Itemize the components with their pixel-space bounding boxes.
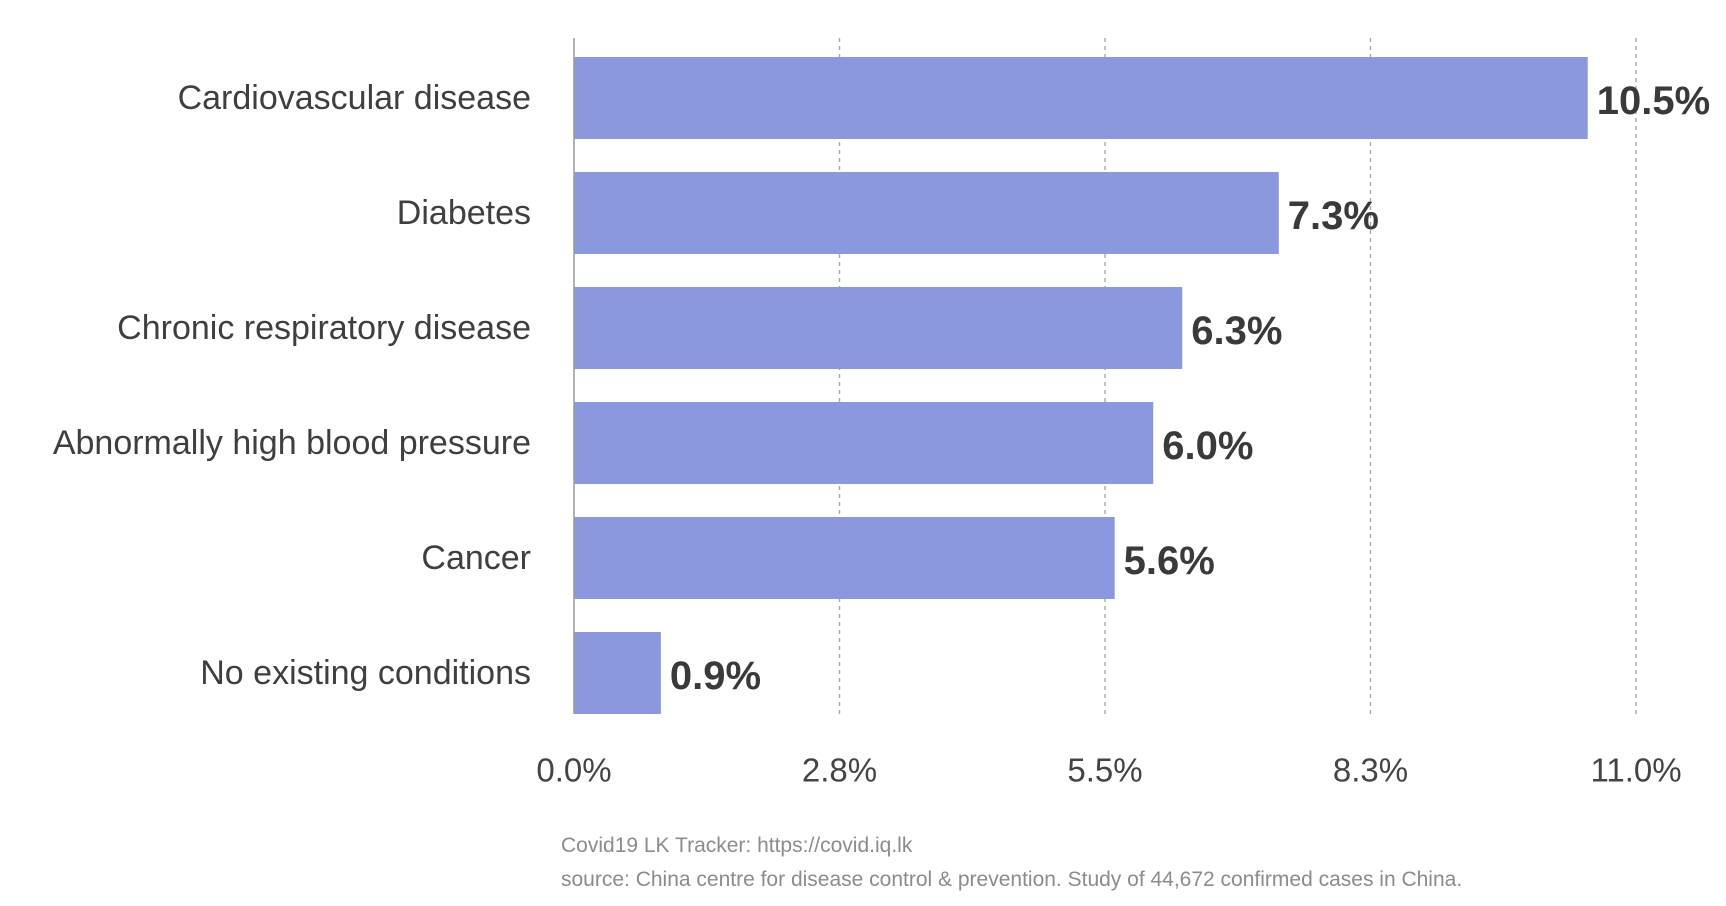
bars — [574, 57, 1588, 714]
x-tick-label: 11.0% — [1590, 752, 1681, 789]
x-tick-label: 2.8% — [802, 752, 877, 789]
x-tick-label: 8.3% — [1333, 752, 1408, 789]
bar — [574, 172, 1279, 254]
value-label: 6.3% — [1191, 309, 1282, 353]
x-tick-label: 5.5% — [1067, 752, 1142, 789]
value-label: 6.0% — [1162, 424, 1253, 468]
bar — [574, 632, 661, 714]
category-label: Chronic respiratory disease — [117, 309, 531, 347]
bar — [574, 517, 1115, 599]
grid-lines — [838, 38, 1637, 714]
value-labels: 10.5% 7.3% 6.3% 6.0% 5.6% 0.9% — [670, 79, 1710, 698]
value-label: 7.3% — [1288, 194, 1379, 238]
bar — [574, 287, 1183, 369]
bar — [574, 57, 1588, 139]
category-label: Cancer — [421, 539, 531, 577]
x-axis-tick-labels: 0.0% 2.8% 5.5% 8.3% 11.0% — [536, 752, 1681, 789]
category-label: Diabetes — [397, 194, 531, 232]
footer-source: source: China centre for disease control… — [561, 868, 1463, 891]
category-label: Cardiovascular disease — [178, 79, 531, 117]
category-label: Abnormally high blood pressure — [53, 424, 531, 462]
value-label: 0.9% — [670, 654, 761, 698]
value-label: 10.5% — [1597, 79, 1710, 123]
category-label: No existing conditions — [200, 654, 531, 692]
category-labels: Cardiovascular disease Diabetes Chronic re… — [53, 79, 531, 692]
bar — [574, 402, 1154, 484]
footer-credit: Covid19 LK Tracker: https://covid.iq.lk — [561, 834, 913, 857]
x-tick-label: 0.0% — [536, 752, 611, 789]
value-label: 5.6% — [1124, 539, 1215, 583]
